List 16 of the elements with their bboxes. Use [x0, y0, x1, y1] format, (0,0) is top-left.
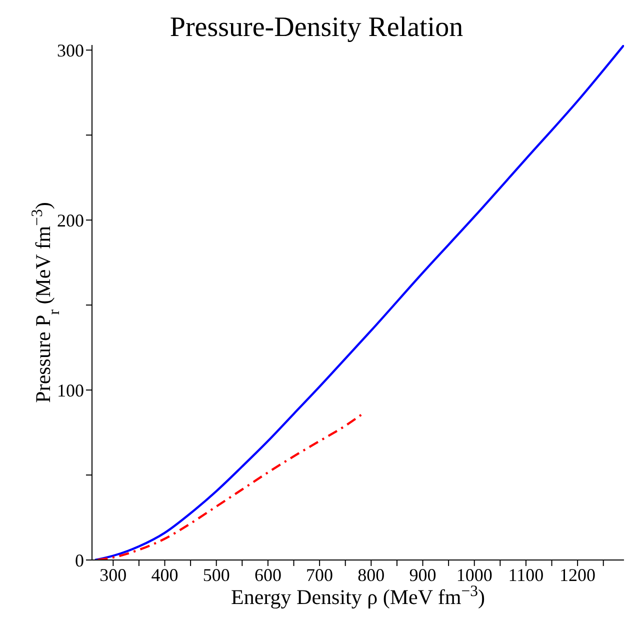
x-tick-label: 300	[100, 564, 127, 585]
x-axis-title: Energy Density ρ (MeV fm$^{−3}$)	[231, 582, 485, 609]
y-tick-label: 100	[57, 380, 84, 400]
x-tick-label: 800	[358, 564, 385, 585]
y-tick-label: 0	[75, 550, 84, 570]
x-tick-label: 400	[151, 564, 178, 585]
x-tick-label: 700	[306, 564, 334, 585]
chart-title: Pressure-Density Relation	[170, 12, 464, 43]
x-tick-label: 1200	[560, 564, 596, 585]
x-tick-label: 600	[254, 564, 282, 585]
x-tick-label: 900	[409, 564, 436, 585]
x-tick-label: 1100	[508, 564, 544, 585]
x-tick-label: 1000	[456, 564, 492, 585]
y-tick-label: 200	[57, 210, 84, 230]
y-tick-label: 300	[57, 40, 84, 60]
x-tick-label: 500	[202, 564, 230, 585]
